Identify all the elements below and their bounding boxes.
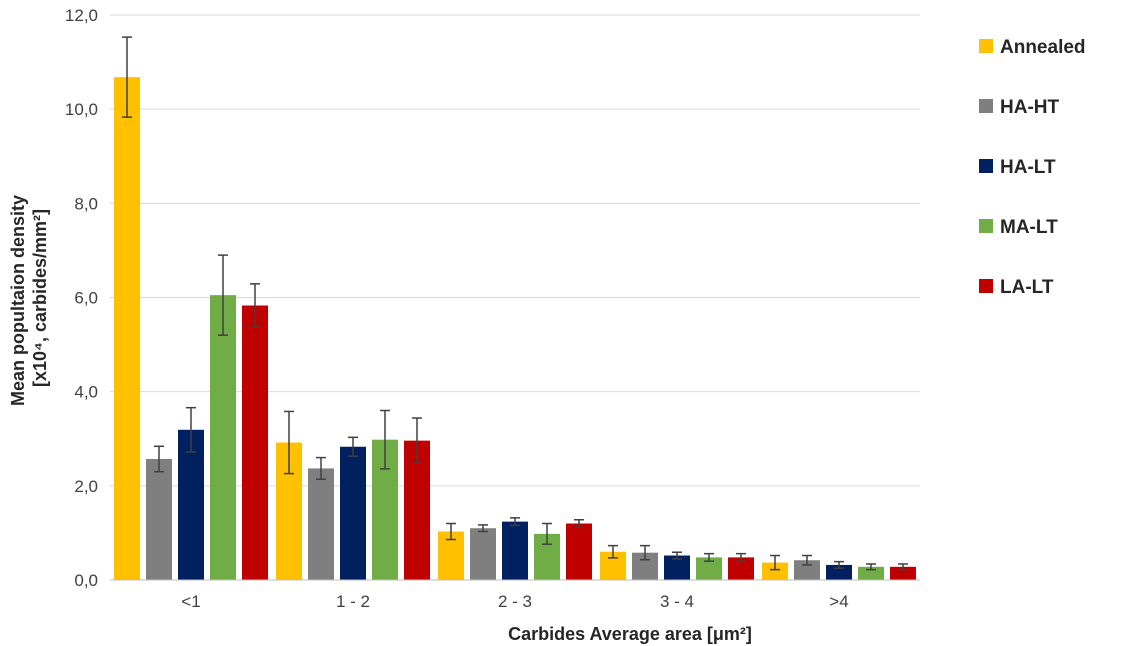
y-tick-label: 12,0 [65, 6, 98, 25]
bar [858, 566, 884, 580]
error-bar [122, 36, 132, 118]
bar [242, 305, 268, 580]
legend-item: HA-HT [979, 97, 1059, 118]
bar [178, 429, 204, 580]
bar [890, 566, 916, 580]
x-tick-label: 1 - 2 [336, 592, 370, 611]
error-bar [542, 522, 552, 545]
error-bar [218, 254, 228, 336]
error-bar [898, 563, 908, 571]
error-bar [866, 563, 876, 571]
legend-label: HA-LT [1000, 157, 1056, 178]
legend-label: MA-LT [1000, 217, 1058, 238]
legend-item: MA-LT [979, 217, 1058, 238]
error-bar [640, 544, 650, 561]
y-tick-label: 10,0 [65, 100, 98, 119]
legend-label: Annealed [1000, 37, 1086, 58]
bar [340, 446, 366, 580]
legend-swatch [979, 219, 993, 233]
legend-swatch [979, 99, 993, 113]
legend-swatch [979, 279, 993, 293]
error-bar [478, 524, 488, 533]
legend-label: HA-HT [1000, 97, 1059, 118]
error-bar [348, 436, 358, 457]
y-tick-label: 2,0 [74, 477, 98, 496]
bar [566, 523, 592, 580]
x-axis-ticks: <1 1 - 2 2 - 3 3 - 4 >4 [181, 592, 848, 611]
legend-swatch [979, 159, 993, 173]
error-bar [802, 554, 812, 566]
error-bar [284, 410, 294, 475]
legend-item: HA-LT [979, 157, 1056, 178]
bar [762, 562, 788, 580]
bar [210, 295, 236, 580]
error-bar [380, 409, 390, 470]
y-axis-title: Mean popultaion density [x10⁴, carbides/… [8, 190, 50, 406]
x-tick-label: <1 [181, 592, 200, 611]
bar [114, 77, 140, 581]
y-tick-label: 4,0 [74, 383, 98, 402]
y-tick-label: 0,0 [74, 571, 98, 590]
error-bar [412, 417, 422, 464]
bar [470, 528, 496, 580]
error-bar [186, 406, 196, 453]
bar [696, 557, 722, 580]
legend-swatch [979, 39, 993, 53]
y-axis-ticks: 0,0 2,0 4,0 6,0 8,0 10,0 12,0 [65, 6, 98, 590]
bar [728, 557, 754, 580]
y-axis-title-line2: [x10⁴, carbides/mm²] [30, 209, 50, 387]
y-tick-label: 8,0 [74, 194, 98, 213]
error-bars [122, 36, 908, 571]
legend-item: Annealed [979, 37, 1086, 58]
bars [114, 77, 916, 581]
error-bar [608, 544, 618, 559]
x-tick-label: 3 - 4 [660, 592, 694, 611]
bar [664, 555, 690, 580]
bar [146, 458, 172, 580]
error-bar [250, 283, 260, 328]
error-bar [736, 552, 746, 562]
x-tick-label: >4 [829, 592, 848, 611]
legend-label: LA-LT [1000, 277, 1054, 298]
error-bar [446, 522, 456, 541]
x-tick-label: 2 - 3 [498, 592, 532, 611]
x-axis-title: Carbides Average area [μm²] [508, 624, 752, 644]
legend: Annealed HA-HT HA-LT MA-LT LA-LT [979, 37, 1086, 298]
error-bar [316, 456, 326, 480]
error-bar [834, 560, 844, 569]
error-bar [704, 552, 714, 562]
bar [502, 521, 528, 580]
error-bar [154, 445, 164, 473]
bar [826, 564, 852, 580]
error-bar [574, 518, 584, 529]
bar [308, 468, 334, 580]
legend-item: LA-LT [979, 277, 1054, 298]
bar [794, 560, 820, 580]
error-bar [672, 551, 682, 560]
error-bar [510, 517, 520, 527]
error-bar [770, 554, 780, 571]
y-axis-title-line1: Mean popultaion density [8, 195, 28, 406]
y-tick-label: 6,0 [74, 289, 98, 308]
